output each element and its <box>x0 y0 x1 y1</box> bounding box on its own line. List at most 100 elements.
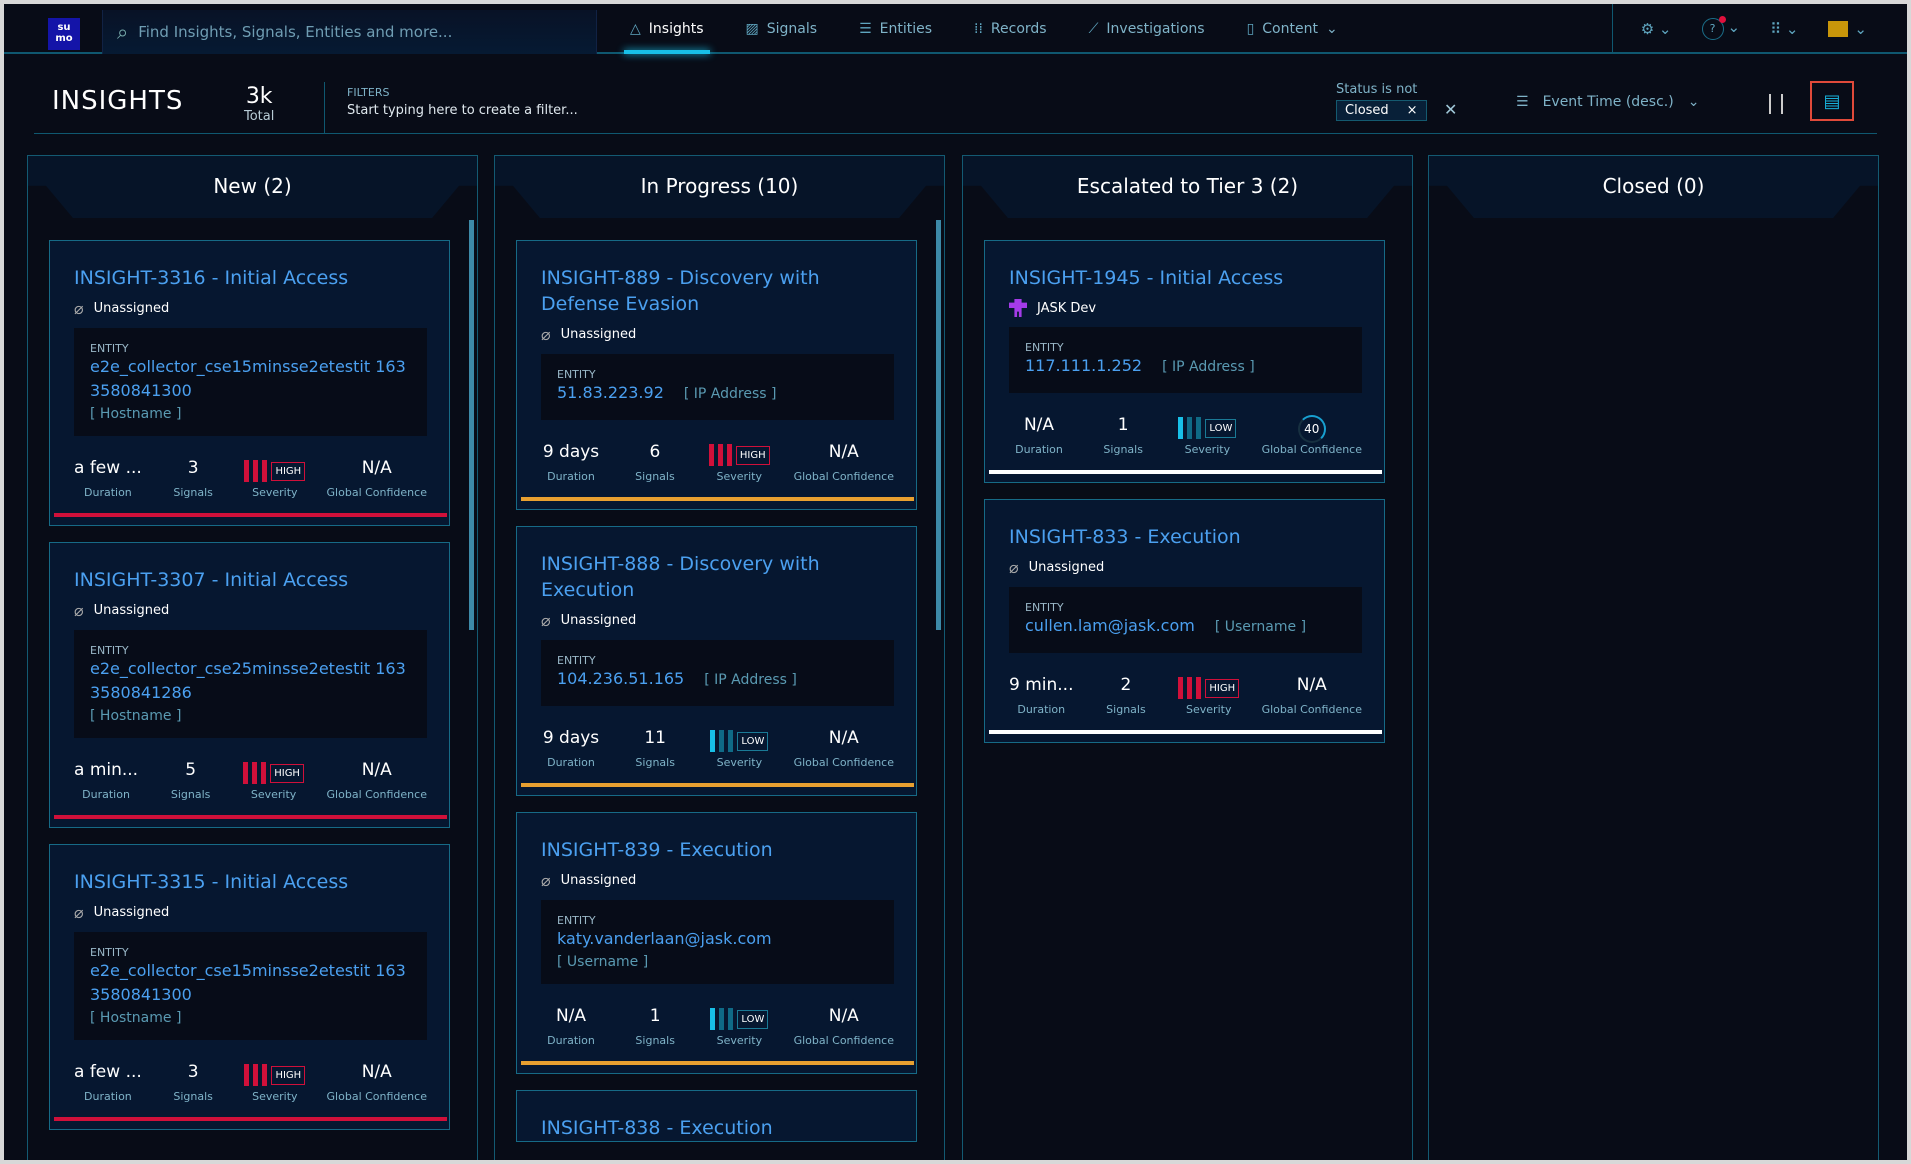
signals-label: Signals <box>173 486 213 499</box>
insight-card[interactable]: INSIGHT-838 - Execution <box>516 1090 917 1142</box>
column-header-tab <box>963 156 1412 218</box>
nav-tab-investigations[interactable]: ⟋ Investigations <box>1083 4 1211 54</box>
entity-name[interactable]: cullen.lam@jask.com <box>1025 616 1195 635</box>
entity-value[interactable]: cullen.lam@jask.com [ Username ] <box>1025 614 1346 639</box>
column-view-button[interactable] <box>1769 94 1783 114</box>
insight-card[interactable]: INSIGHT-888 - Discovery with Execution ⌀ U… <box>516 526 917 796</box>
severity-indicator: LOW <box>709 1006 769 1032</box>
entity-name[interactable]: e2e_collector_cse25minsse2etestit 163358… <box>90 659 406 702</box>
insight-card[interactable]: INSIGHT-1945 - Initial Access JASK Dev ENT… <box>984 240 1385 483</box>
insight-title[interactable]: INSIGHT-3315 - Initial Access <box>74 871 349 893</box>
assignee[interactable]: ⌀ Unassigned <box>74 299 427 318</box>
signals: 3 Signals <box>163 1062 223 1103</box>
nav-tab-label: Entities <box>879 21 933 37</box>
assignee[interactable]: ⌀ Unassigned <box>541 871 894 890</box>
nav-tab-insights[interactable]: △ Insights <box>624 4 710 54</box>
entity-name[interactable]: e2e_collector_cse15minsse2etestit 163358… <box>90 961 406 1004</box>
board-view-button[interactable]: ▤ <box>1810 81 1854 121</box>
help-icon[interactable]: ? <box>1701 16 1726 40</box>
signals: 1 Signals <box>1093 415 1153 456</box>
card-status-bar <box>521 783 914 787</box>
user-menu[interactable]: ⌄ <box>1828 20 1867 38</box>
insight-card[interactable]: INSIGHT-3315 - Initial Access ⌀ Unassigned… <box>49 844 450 1130</box>
entity-name[interactable]: 51.83.223.92 <box>557 383 664 402</box>
insight-card[interactable]: INSIGHT-839 - Execution ⌀ Unassigned ENTITY… <box>516 812 917 1074</box>
avatar[interactable] <box>1828 21 1849 37</box>
entity-name[interactable]: 104.236.51.165 <box>557 669 685 688</box>
assignee[interactable]: JASK Dev <box>1009 299 1362 317</box>
severity-bar <box>1187 417 1193 439</box>
duration: a min... Duration <box>74 760 138 801</box>
nav-tab-records[interactable]: ⁞⁞ Records <box>968 4 1053 54</box>
entity-value[interactable]: 51.83.223.92 [ IP Address ] <box>557 381 878 406</box>
entity-value[interactable]: katy.vanderlaan@jask.com <box>557 927 878 951</box>
card-list: INSIGHT-889 - Discovery with Defense Eva… <box>516 240 917 1142</box>
nav-tab-content[interactable]: ▯ Content ⌄ <box>1241 4 1344 54</box>
column-header: Closed (0) <box>1429 156 1878 218</box>
assignee[interactable]: ⌀ Unassigned <box>541 325 894 344</box>
status-filter-label: Status is not <box>1336 82 1418 97</box>
entity-value[interactable]: e2e_collector_cse25minsse2etestit 163358… <box>90 657 411 705</box>
insight-title[interactable]: INSIGHT-1945 - Initial Access <box>1009 267 1284 289</box>
signals-value: 3 <box>187 458 199 478</box>
signals-label: Signals <box>173 1090 213 1103</box>
entity-name[interactable]: e2e_collector_cse15minsse2etestit 163358… <box>90 357 406 400</box>
filter-input[interactable]: FILTERS Start typing here to create a fil… <box>324 82 578 134</box>
clear-filters-icon[interactable]: ✕ <box>1444 100 1458 119</box>
gear-icon[interactable]: ⚙ ⌄ <box>1640 20 1672 38</box>
insight-card[interactable]: INSIGHT-3316 - Initial Access ⌀ Unassigned… <box>49 240 450 526</box>
insight-title[interactable]: INSIGHT-833 - Execution <box>1009 526 1241 548</box>
global-confidence-value: N/A <box>1296 675 1327 695</box>
entity-box: ENTITY 51.83.223.92 [ IP Address ] <box>541 354 894 420</box>
scrollbar[interactable] <box>936 220 941 630</box>
insight-card[interactable]: INSIGHT-889 - Discovery with Defense Eva… <box>516 240 917 510</box>
insight-title[interactable]: INSIGHT-3307 - Initial Access <box>74 569 349 591</box>
assignee[interactable]: ⌀ Unassigned <box>541 611 894 630</box>
stats-row: N/A Duration 1 Signals LOW Severity N/A Global … <box>541 984 894 1061</box>
global-search-input[interactable]: ⌕ Find Insights, Signals, Entities and mo… <box>102 10 597 54</box>
nav-tab-signals[interactable]: ▨ Signals <box>740 4 824 54</box>
chevron-down-icon: ⌄ <box>1325 21 1338 37</box>
assignee[interactable]: ⌀ Unassigned <box>74 903 427 922</box>
stats-row: a few ... Duration 3 Signals HIGH Severity N/A… <box>74 436 427 513</box>
scrollbar[interactable] <box>469 220 474 630</box>
assignee[interactable]: ⌀ Unassigned <box>74 601 427 620</box>
filters-label: FILTERS <box>347 86 390 99</box>
insight-title[interactable]: INSIGHT-839 - Execution <box>541 839 773 861</box>
entity-name[interactable]: katy.vanderlaan@jask.com <box>557 929 772 948</box>
duration: N/A Duration <box>541 1006 601 1047</box>
signals-label: Signals <box>635 470 675 483</box>
apps-grid-icon[interactable]: ⠿ ⌄ <box>1770 20 1799 38</box>
unassigned-icon: ⌀ <box>74 601 84 620</box>
nav-tab-label: Content <box>1262 21 1318 37</box>
card-list: INSIGHT-1945 - Initial Access JASK Dev ENT… <box>984 240 1385 743</box>
card-status-bar <box>521 1061 914 1065</box>
severity: HIGH Severity <box>244 458 306 499</box>
insight-card[interactable]: INSIGHT-833 - Execution ⌀ Unassigned ENTITY… <box>984 499 1385 743</box>
insight-title[interactable]: INSIGHT-888 - Discovery with Execution <box>541 553 820 601</box>
card-status-bar <box>989 470 1382 474</box>
insight-title[interactable]: INSIGHT-3316 - Initial Access <box>74 267 349 289</box>
insight-title[interactable]: INSIGHT-889 - Discovery with Defense Eva… <box>541 267 820 315</box>
entity-value[interactable]: e2e_collector_cse15minsse2etestit 163358… <box>90 355 411 403</box>
entity-value[interactable]: 104.236.51.165 [ IP Address ] <box>557 667 878 692</box>
stats-row: a min... Duration 5 Signals HIGH Severity N/A G… <box>74 738 427 815</box>
status-chip[interactable]: Closed × <box>1336 100 1427 121</box>
assignee-name: Unassigned <box>93 301 170 316</box>
global-confidence-label: Global Confidence <box>793 1034 894 1047</box>
chip-remove-icon[interactable]: × <box>1406 103 1418 118</box>
entity-value[interactable]: e2e_collector_cse15minsse2etestit 163358… <box>90 959 411 1007</box>
sort-dropdown[interactable]: ☰ Event Time (desc.) ⌄ <box>1516 94 1699 110</box>
global-confidence-value: N/A <box>828 442 859 462</box>
entity-name[interactable]: 117.111.1.252 <box>1025 356 1143 375</box>
help-menu[interactable]: ? ⌄ <box>1701 16 1740 40</box>
insight-card[interactable]: INSIGHT-3307 - Initial Access ⌀ Unassigned… <box>49 542 450 828</box>
global-confidence: 40 Global Confidence <box>1262 415 1362 456</box>
assignee[interactable]: ⌀ Unassigned <box>1009 558 1362 577</box>
nav-tab-entities[interactable]: ☰ Entities <box>853 4 938 54</box>
sumo-logo[interactable]: su mo <box>48 18 80 50</box>
column-title: Closed (0) <box>1602 174 1705 198</box>
entity-value[interactable]: 117.111.1.252 [ IP Address ] <box>1025 354 1346 379</box>
insight-title[interactable]: INSIGHT-838 - Execution <box>541 1117 773 1139</box>
duration: 9 days Duration <box>541 442 601 483</box>
